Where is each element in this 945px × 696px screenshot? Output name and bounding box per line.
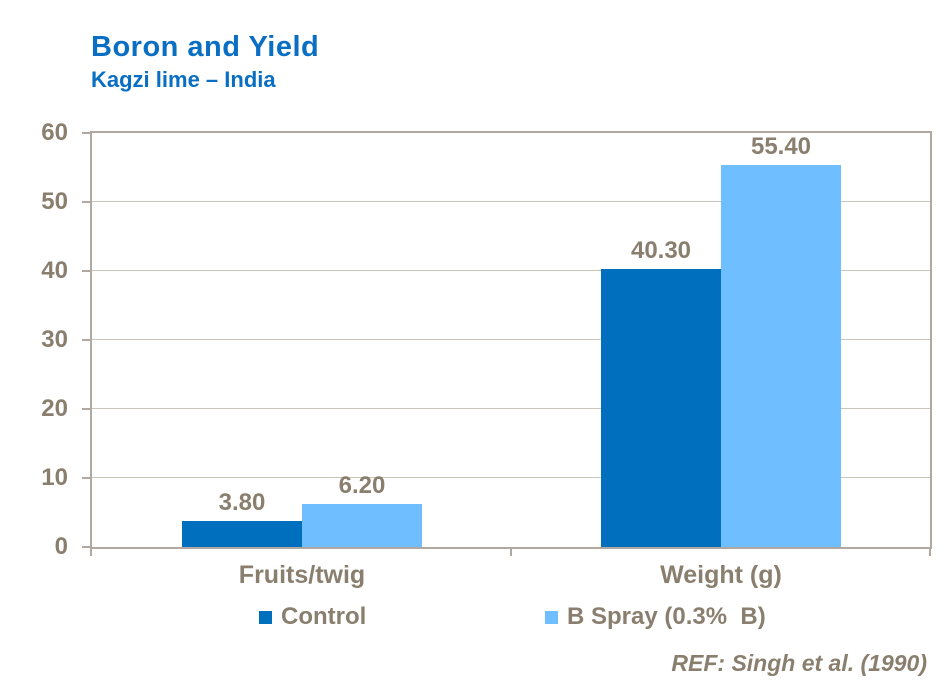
y-axis-tick-30 (82, 339, 90, 341)
chart-title: Boron and Yield (91, 31, 320, 63)
y-axis-label-0: 0 (54, 533, 68, 560)
legend-item-control: Control (259, 603, 366, 631)
x-axis-tick-1 (510, 549, 512, 556)
bar-control-fruits-twig (182, 521, 302, 547)
legend-label-b-spray: B Spray (0.3% B) (567, 603, 766, 630)
x-axis-tick-2 (929, 549, 931, 556)
gridline-30 (92, 339, 930, 340)
chart-subtitle: Kagzi lime – India (91, 67, 276, 92)
y-axis-label-10: 10 (41, 464, 68, 491)
y-axis-label-30: 30 (41, 326, 68, 353)
bar-b-spray-0-3-b-weight-g (721, 165, 841, 547)
y-axis-label-20: 20 (41, 395, 68, 422)
gridline-10 (92, 477, 930, 478)
legend-swatch-control (259, 610, 272, 624)
x-axis-label-weight-g: Weight (g) (660, 561, 782, 589)
x-axis-label-fruits-twig: Fruits/twig (238, 561, 366, 589)
y-axis-labels: 0 10 20 30 40 50 60 (0, 121, 68, 559)
reference-text: REF: Singh et al. (1990) (671, 650, 927, 676)
bar-b-spray-0-3-b-fruits-twig (302, 504, 422, 547)
gridline-50 (92, 201, 930, 202)
legend-swatch-b-spray (545, 610, 558, 624)
bar-control-weight-g (601, 269, 721, 547)
plot-area: 3.80 6.20 Fruits/twig 40.30 55.40 Weight (g) (90, 131, 932, 589)
y-axis-tick-60 (82, 132, 90, 134)
y-axis-tick-0 (82, 546, 90, 548)
bar-value-b-spray-0-3-b-weight-g: 55.40 (750, 133, 812, 160)
y-axis-label-40: 40 (41, 257, 68, 284)
gridline-40 (92, 270, 930, 271)
bar-value-control-fruits-twig: 3.80 (218, 489, 266, 516)
y-axis-tick-40 (82, 270, 90, 272)
gridline-20 (92, 408, 930, 409)
y-axis-tick-20 (82, 408, 90, 410)
bar-value-b-spray-0-3-b-fruits-twig: 6.20 (338, 472, 386, 499)
bar-value-control-weight-g: 40.30 (630, 237, 692, 264)
y-axis-label-60: 60 (41, 119, 68, 146)
y-axis-tick-10 (82, 477, 90, 479)
x-axis-tick-0 (90, 549, 92, 556)
legend-label-control: Control (281, 603, 367, 630)
y-axis-label-50: 50 (41, 188, 68, 215)
legend-item-b-spray: B Spray (0.3% B) (545, 603, 766, 631)
y-axis-tick-50 (82, 201, 90, 203)
